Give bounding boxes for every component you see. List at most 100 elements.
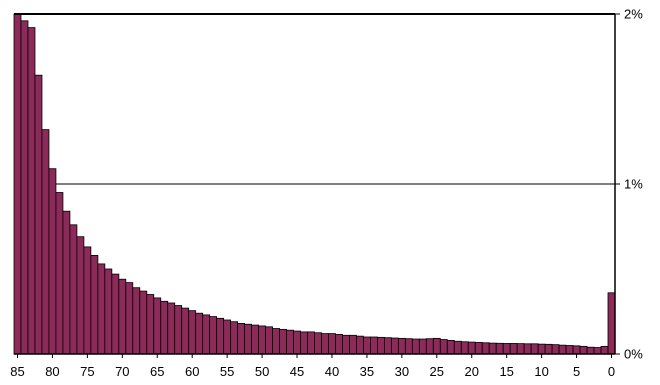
bar	[125, 282, 134, 355]
x-tick-label: 30	[395, 364, 409, 379]
bar	[481, 342, 490, 355]
bar	[551, 344, 560, 355]
bar	[579, 345, 588, 355]
bar	[523, 343, 532, 355]
x-tick-label: 85	[10, 364, 24, 379]
bar	[209, 316, 218, 355]
bar	[370, 336, 378, 355]
bar	[90, 254, 99, 355]
bar	[335, 334, 343, 355]
x-tick-label: 75	[80, 364, 94, 379]
bar	[111, 273, 120, 355]
bar	[593, 347, 602, 355]
bar	[97, 263, 106, 355]
bar	[607, 292, 616, 355]
x-tick-label: 45	[290, 364, 304, 379]
bar	[83, 246, 92, 355]
bar	[565, 345, 574, 355]
bar	[76, 236, 85, 355]
bar	[188, 310, 197, 355]
bar	[146, 294, 155, 355]
bar	[181, 307, 190, 355]
bar	[321, 333, 329, 355]
y-tick-label: 0%	[624, 347, 643, 362]
bar	[586, 346, 595, 355]
bar	[13, 13, 22, 355]
bar	[174, 305, 183, 355]
x-tick-label: 60	[185, 364, 199, 379]
bar	[474, 342, 483, 355]
bar	[404, 338, 413, 355]
bar	[383, 337, 392, 355]
x-tick-label: 80	[45, 364, 59, 379]
bar	[460, 341, 469, 355]
x-tick-label: 25	[430, 364, 444, 379]
bar	[167, 302, 176, 355]
bar	[244, 323, 253, 355]
x-tick-label: 20	[465, 364, 479, 379]
bar	[132, 287, 141, 355]
bar	[349, 334, 357, 355]
bar	[439, 339, 448, 355]
bar	[502, 343, 511, 355]
bar	[397, 337, 406, 355]
y-tick-label: 2%	[624, 7, 643, 22]
bar	[509, 343, 518, 355]
bar	[425, 338, 434, 355]
bar	[279, 328, 287, 355]
x-tick-label: 35	[360, 364, 374, 379]
bar	[537, 343, 546, 355]
axes-layer	[14, 13, 620, 358]
bar	[195, 312, 204, 355]
x-tick-label: 50	[255, 364, 269, 379]
bar	[572, 345, 581, 355]
bar	[55, 192, 64, 355]
x-tick-label: 0	[608, 364, 615, 379]
bar	[488, 342, 497, 355]
x-tick-label: 5	[573, 364, 580, 379]
bar	[453, 340, 462, 355]
x-tick-label: 70	[115, 364, 129, 379]
bar	[237, 322, 246, 355]
bar	[41, 129, 50, 355]
bar	[286, 329, 294, 355]
bar	[300, 331, 308, 355]
bar	[467, 341, 476, 355]
bar	[600, 345, 609, 355]
y-tick-label: 1%	[624, 177, 643, 192]
bar	[272, 328, 280, 355]
bar	[27, 27, 36, 355]
bar	[20, 20, 29, 355]
bar	[418, 338, 427, 355]
x-tick-label: 10	[534, 364, 548, 379]
bar	[153, 297, 162, 355]
bar	[223, 319, 232, 355]
bar	[328, 333, 336, 355]
bar	[544, 343, 553, 355]
x-tick-label: 40	[325, 364, 339, 379]
bar	[258, 325, 266, 355]
bar	[118, 278, 127, 355]
x-tick-label: 65	[150, 364, 164, 379]
bar	[216, 317, 225, 355]
bar	[342, 334, 350, 355]
bar	[495, 342, 504, 355]
bar	[202, 314, 211, 355]
bar	[251, 324, 259, 355]
bar	[446, 339, 455, 355]
bar	[160, 300, 169, 355]
bar	[390, 337, 399, 355]
bar	[432, 337, 441, 355]
bar	[356, 335, 364, 355]
x-tick-label: 55	[220, 364, 234, 379]
bar	[69, 224, 78, 355]
bar	[558, 344, 567, 355]
bar	[307, 331, 315, 355]
bar	[530, 343, 539, 355]
bars-layer	[13, 13, 616, 355]
bar	[411, 338, 420, 355]
labels-layer: 2%1%0%85 80 75 70 65 60 55 50 45 40 35 30 25 20 15 10 5 0	[10, 7, 643, 380]
bar	[48, 168, 57, 355]
